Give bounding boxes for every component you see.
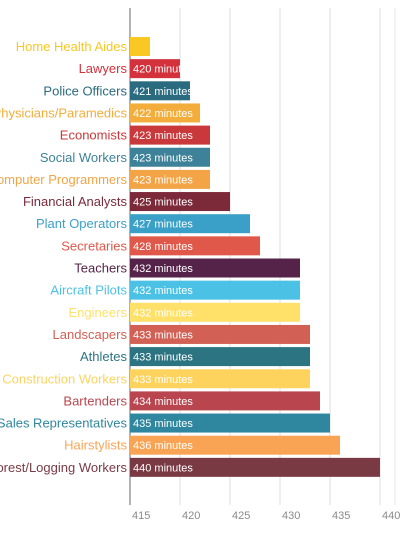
category-label: Plant Operators	[36, 216, 128, 231]
category-label: Computer Programmers	[0, 172, 127, 187]
value-label: 423 minutes	[133, 152, 193, 164]
bar	[130, 324, 310, 344]
category-label: Police Officers	[43, 83, 127, 98]
value-label: 432 minutes	[133, 263, 193, 275]
value-label: 435 minutes	[133, 418, 193, 430]
bar	[130, 147, 210, 167]
category-label: Secretaries	[61, 238, 127, 253]
value-label: 421 minutes	[133, 86, 193, 98]
x-tick-label: 430	[282, 510, 300, 522]
bar	[130, 258, 300, 278]
bar	[130, 59, 180, 79]
bar	[130, 391, 320, 411]
value-label: 423 minutes	[133, 174, 193, 186]
x-tick-labels: 415 420 425 430 435 440	[132, 510, 400, 522]
value-label: 420 minutes	[133, 64, 193, 76]
x-tick-label: 425	[232, 510, 250, 522]
category-label: Lawyers	[79, 61, 128, 76]
bar	[130, 347, 310, 367]
category-label: Home Health Aides	[16, 39, 128, 54]
category-label: Engineers	[68, 305, 127, 320]
value-label: 425 minutes	[133, 197, 193, 209]
value-label: 433 minutes	[133, 329, 193, 341]
bar	[130, 214, 250, 234]
category-label: Sales Representatives	[0, 416, 127, 431]
bar	[130, 103, 200, 123]
value-label: 433 minutes	[133, 352, 193, 364]
value-label: 427 minutes	[133, 219, 193, 231]
category-label: Bartenders	[63, 393, 127, 408]
category-labels: Home Health Aides Lawyers Police Officers P…	[0, 39, 127, 475]
category-label: Teachers	[74, 261, 127, 276]
value-label: 432 minutes	[133, 307, 193, 319]
bar	[130, 457, 380, 477]
category-label: Landscapers	[53, 327, 128, 342]
bar	[130, 302, 300, 322]
value-label: 436 minutes	[133, 440, 193, 452]
value-label: 432 minutes	[133, 285, 193, 297]
category-label: Physicians/Paramedics	[0, 105, 127, 120]
bar	[130, 169, 210, 189]
bar	[130, 413, 330, 433]
bars	[130, 37, 380, 477]
value-label: 428 minutes	[133, 241, 193, 253]
bar	[130, 81, 190, 101]
x-tick-label: 420	[182, 510, 200, 522]
bar	[130, 435, 340, 455]
bar	[130, 280, 300, 300]
category-label: Athletes	[80, 349, 127, 364]
category-label: Aircraft Pilots	[50, 283, 127, 298]
value-label: 440 minutes	[133, 462, 193, 474]
category-label: Economists	[60, 128, 128, 143]
value-label: 434 minutes	[133, 396, 193, 408]
category-label: Construction Workers	[2, 371, 127, 386]
x-tick-label: 440	[382, 510, 400, 522]
category-label: Social Workers	[40, 150, 128, 165]
bar	[130, 236, 260, 256]
value-label: 422 minutes	[133, 108, 193, 120]
value-labels: 420 minutes 421 minutes 422 minutes 423 min…	[133, 64, 193, 475]
value-label: 423 minutes	[133, 130, 193, 142]
bar	[130, 37, 150, 56]
category-label: Forest/Logging Workers	[0, 460, 127, 475]
x-tick-label: 415	[132, 510, 150, 522]
value-label: 433 minutes	[133, 374, 193, 386]
bar	[130, 369, 310, 389]
bar	[130, 125, 210, 145]
category-label: Financial Analysts	[23, 194, 128, 209]
category-label: Hairstylists	[64, 438, 127, 453]
bar	[130, 192, 230, 212]
x-tick-label: 435	[332, 510, 350, 522]
